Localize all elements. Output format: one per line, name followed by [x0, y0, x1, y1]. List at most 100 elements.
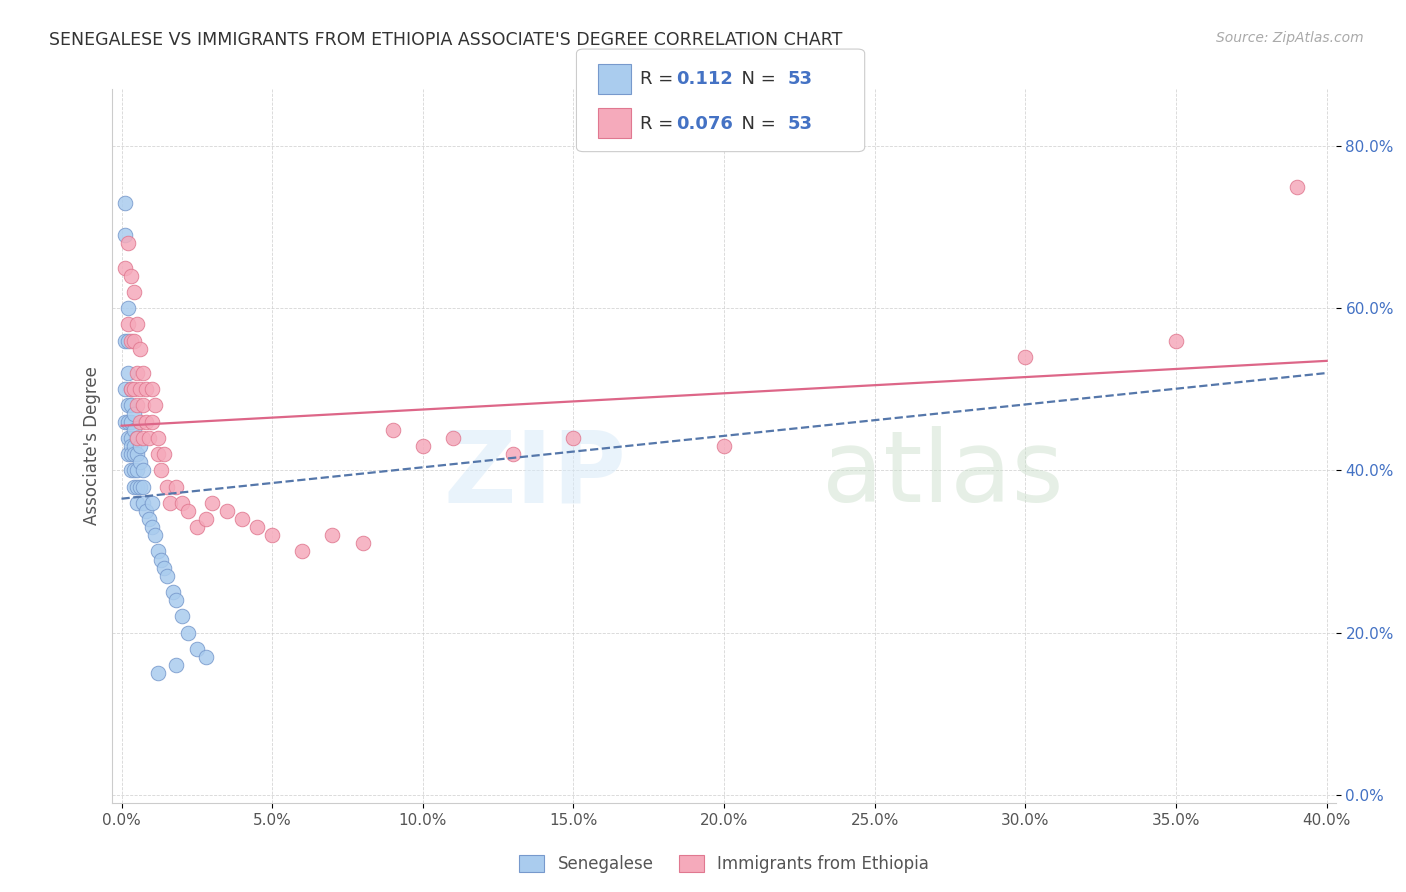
Point [135, 504, 157, 518]
Legend: Senegalese, Immigrants from Ethiopia: Senegalese, Immigrants from Ethiopia [513, 848, 935, 880]
Point [149, 552, 172, 566]
Point [131, 479, 153, 493]
Point [131, 431, 153, 445]
Text: 0.112: 0.112 [676, 70, 733, 87]
Point [122, 423, 145, 437]
Point [122, 447, 145, 461]
Text: R =: R = [640, 115, 679, 133]
Point [215, 504, 238, 518]
Point [128, 439, 150, 453]
Point [149, 463, 172, 477]
Y-axis label: Associate's Degree: Associate's Degree [83, 367, 101, 525]
Point [141, 415, 163, 429]
Point [146, 544, 169, 558]
Point [114, 334, 136, 348]
Point [146, 447, 169, 461]
Point [122, 382, 145, 396]
Point [156, 479, 179, 493]
Point [117, 301, 139, 315]
Point [441, 431, 464, 445]
Point [117, 366, 139, 380]
Point [120, 334, 142, 348]
Text: N =: N = [730, 70, 782, 87]
Point [125, 479, 148, 493]
Point [120, 415, 142, 429]
Point [114, 228, 136, 243]
Point [146, 431, 169, 445]
Point [562, 431, 585, 445]
Point [146, 666, 169, 681]
Point [165, 657, 187, 672]
Point [262, 528, 284, 542]
Point [117, 431, 139, 445]
Point [165, 479, 187, 493]
Point [114, 260, 136, 275]
Point [1014, 350, 1036, 364]
Point [141, 496, 163, 510]
Point [120, 439, 142, 453]
Point [128, 415, 150, 429]
Point [177, 504, 200, 518]
Point [162, 585, 184, 599]
Point [165, 593, 187, 607]
Point [321, 528, 343, 542]
Point [231, 512, 253, 526]
Point [125, 447, 148, 461]
Point [159, 496, 181, 510]
Point [125, 399, 148, 413]
Point [122, 285, 145, 299]
Point [194, 649, 217, 664]
Point [122, 407, 145, 421]
Point [128, 479, 150, 493]
Point [125, 463, 148, 477]
Text: 53: 53 [787, 70, 813, 87]
Point [122, 439, 145, 453]
Point [120, 268, 142, 283]
Text: Source: ZipAtlas.com: Source: ZipAtlas.com [1216, 31, 1364, 45]
Point [194, 512, 217, 526]
Point [120, 431, 142, 445]
Point [114, 415, 136, 429]
Text: atlas: atlas [823, 426, 1063, 523]
Point [120, 382, 142, 396]
Point [131, 399, 153, 413]
Point [186, 520, 208, 534]
Point [128, 342, 150, 356]
Point [135, 382, 157, 396]
Point [128, 382, 150, 396]
Point [177, 625, 200, 640]
Point [138, 431, 160, 445]
Point [117, 415, 139, 429]
Point [352, 536, 374, 550]
Point [120, 463, 142, 477]
Point [125, 431, 148, 445]
Point [117, 399, 139, 413]
Text: R =: R = [640, 70, 679, 87]
Point [135, 415, 157, 429]
Point [125, 366, 148, 380]
Point [291, 544, 314, 558]
Point [1164, 334, 1187, 348]
Point [141, 382, 163, 396]
Point [152, 447, 174, 461]
Point [125, 496, 148, 510]
Point [131, 496, 153, 510]
Point [114, 382, 136, 396]
Point [412, 439, 434, 453]
Point [120, 382, 142, 396]
Point [1285, 179, 1308, 194]
Point [246, 520, 269, 534]
Point [152, 560, 174, 574]
Text: N =: N = [730, 115, 782, 133]
Point [713, 439, 735, 453]
Point [156, 568, 179, 582]
Text: 53: 53 [787, 115, 813, 133]
Point [114, 195, 136, 210]
Point [122, 479, 145, 493]
Point [502, 447, 524, 461]
Point [141, 520, 163, 534]
Point [131, 463, 153, 477]
Point [128, 455, 150, 469]
Point [117, 236, 139, 251]
Text: SENEGALESE VS IMMIGRANTS FROM ETHIOPIA ASSOCIATE'S DEGREE CORRELATION CHART: SENEGALESE VS IMMIGRANTS FROM ETHIOPIA A… [49, 31, 842, 49]
